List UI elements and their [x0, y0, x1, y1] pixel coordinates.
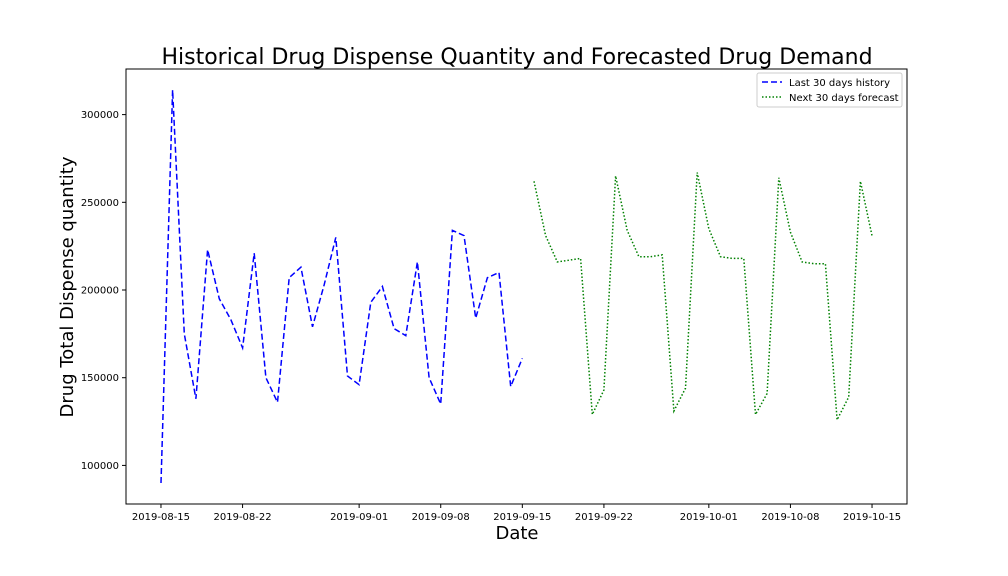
x-tick-label: 2019-08-22: [214, 512, 272, 523]
x-tick-label: 2019-09-22: [575, 512, 633, 523]
x-axis: 2019-08-15 2019-08-22 2019-09-01 2019-09-08…: [132, 504, 901, 523]
legend-box: [756, 72, 903, 108]
y-axis: 100000 150000 200000 250000 300000: [81, 110, 126, 472]
legend-label-forecast: Next 30 days forecast: [789, 93, 899, 104]
x-axis-label: Date: [495, 523, 538, 544]
plot-frame: [125, 68, 908, 505]
x-tick-label: 2019-09-01: [330, 512, 388, 523]
x-tick-label: 2019-08-15: [132, 512, 190, 523]
legend-label-history: Last 30 days history: [789, 78, 890, 89]
y-tick-label: 250000: [81, 198, 119, 209]
x-tick-label: 2019-10-15: [843, 512, 901, 523]
y-tick-label: 300000: [81, 110, 119, 121]
x-tick-label: 2019-09-08: [412, 512, 470, 523]
legend: Last 30 days history Next 30 days foreca…: [756, 72, 903, 108]
chart-title: Historical Drug Dispense Quantity and Fo…: [161, 45, 872, 70]
y-tick-label: 200000: [81, 286, 119, 297]
plot-area: 2019-08-15 2019-08-22 2019-09-01 2019-09-08…: [81, 68, 908, 523]
x-tick-label: 2019-09-15: [493, 512, 551, 523]
x-tick-label: 2019-10-08: [761, 512, 819, 523]
series-line-history: [160, 89, 523, 484]
y-axis-label: Drug Total Dispense quantity: [57, 156, 78, 417]
y-tick-label: 100000: [81, 461, 119, 472]
y-tick-label: 150000: [81, 373, 119, 384]
series-line-forecast: [533, 172, 873, 423]
x-tick-label: 2019-10-01: [680, 512, 738, 523]
series-lines: [160, 89, 873, 484]
